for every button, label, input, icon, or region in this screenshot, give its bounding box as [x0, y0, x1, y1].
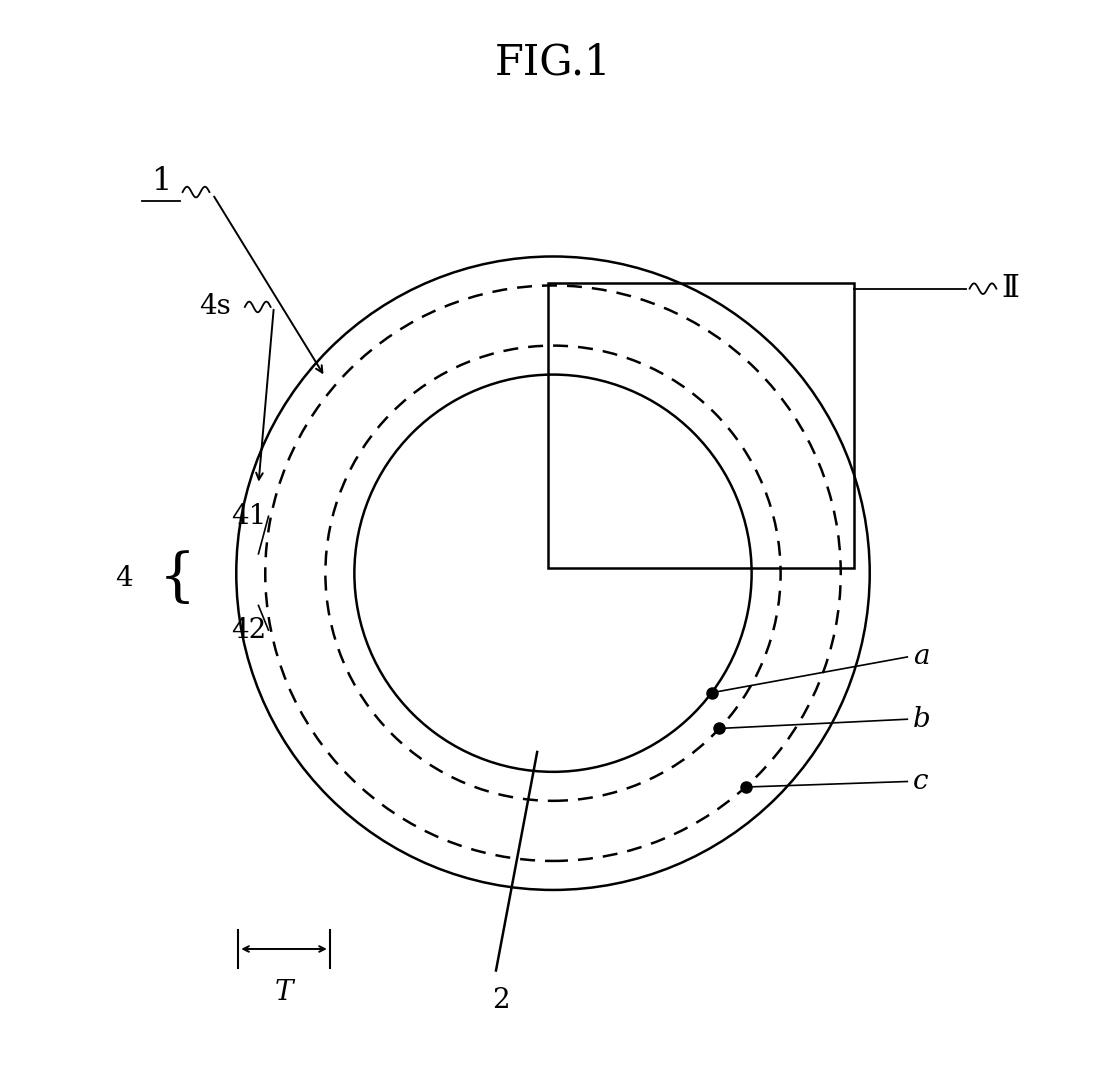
Text: c: c [912, 768, 928, 795]
Text: 4: 4 [115, 565, 133, 592]
Text: 2: 2 [492, 987, 510, 1014]
Text: 41: 41 [231, 503, 267, 530]
Text: 42: 42 [231, 617, 267, 644]
Text: a: a [912, 644, 929, 671]
Text: T: T [274, 979, 293, 1006]
Text: FIG.1: FIG.1 [494, 42, 612, 83]
Text: 1: 1 [152, 166, 171, 197]
Text: Ⅱ: Ⅱ [1002, 273, 1020, 304]
Text: b: b [912, 705, 930, 733]
Bar [547, 283, 854, 568]
Text: 4s: 4s [199, 293, 231, 320]
Text: {: { [158, 551, 196, 607]
